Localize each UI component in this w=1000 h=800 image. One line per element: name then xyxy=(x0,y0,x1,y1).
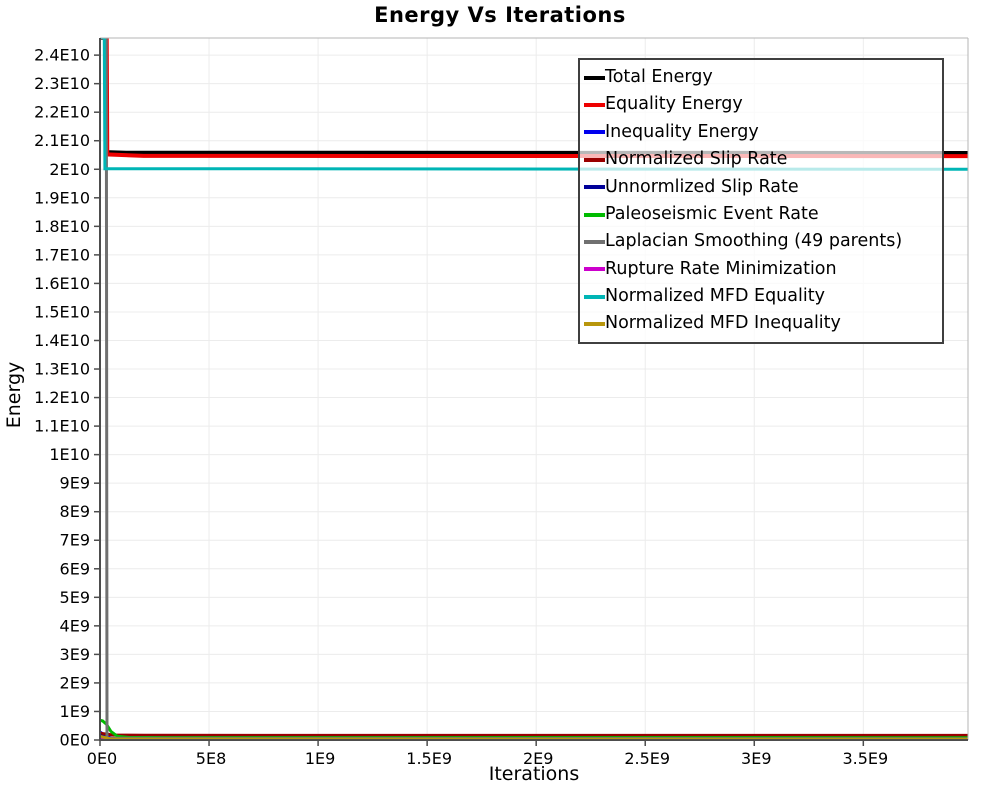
legend-item: Unnormlized Slip Rate xyxy=(584,174,942,201)
y-axis-title: Energy xyxy=(3,361,25,429)
y-tick-label: 0E0 xyxy=(60,731,90,750)
legend-label: Rupture Rate Minimization xyxy=(605,258,837,279)
y-tick-label: 3E9 xyxy=(60,645,90,664)
y-tick-label: 1.2E10 xyxy=(34,388,90,407)
y-tick-label: 2.4E10 xyxy=(34,46,90,65)
chart-title: Energy Vs Iterations xyxy=(374,3,626,27)
legend: Total Energy Equality Energy Inequality En… xyxy=(578,58,944,344)
y-tick-label: 1.7E10 xyxy=(34,245,90,264)
legend-swatch xyxy=(584,267,605,272)
series-line xyxy=(100,38,968,171)
legend-label: Inequality Energy xyxy=(605,121,759,142)
legend-swatch xyxy=(584,103,605,108)
y-tick-label: 9E9 xyxy=(60,474,90,493)
x-tick-label: 1.5E9 xyxy=(406,749,452,768)
legend-swatch xyxy=(584,157,605,162)
legend-item: Rupture Rate Minimization xyxy=(584,256,942,283)
y-tick-label: 1.1E10 xyxy=(34,417,90,436)
x-tick-label: 2E9 xyxy=(523,749,553,768)
y-tick-label: 4E9 xyxy=(60,616,90,635)
legend-label: Total Energy xyxy=(605,66,713,87)
x-tick-label: 5E8 xyxy=(196,749,226,768)
legend-swatch xyxy=(584,185,605,190)
legend-label: Normalized MFD Equality xyxy=(605,286,825,307)
y-tick-label: 1.9E10 xyxy=(34,188,90,207)
legend-item: Paleoseismic Event Rate xyxy=(584,201,942,228)
y-tick-label: 2.1E10 xyxy=(34,131,90,150)
y-tick-label: 1.4E10 xyxy=(34,331,90,350)
y-tick-label: 2.3E10 xyxy=(34,74,90,93)
x-tick-label: 0E0 xyxy=(87,749,117,768)
y-tick-label: 1.5E10 xyxy=(34,302,90,321)
y-tick-label: 2E10 xyxy=(49,160,90,179)
y-tick-label: 8E9 xyxy=(60,502,90,521)
legend-swatch xyxy=(584,294,605,299)
legend-item: Inequality Energy xyxy=(584,119,942,146)
legend-item: Normalized Slip Rate xyxy=(584,146,942,173)
legend-item: Equality Energy xyxy=(584,91,942,118)
y-tick-label: 2.2E10 xyxy=(34,103,90,122)
x-tick-label: 3.5E9 xyxy=(842,749,888,768)
legend-label: Equality Energy xyxy=(605,94,743,115)
legend-item: Laplacian Smoothing (49 parents) xyxy=(584,228,942,255)
legend-item: Normalized MFD Equality xyxy=(584,283,942,310)
legend-label: Normalized MFD Inequality xyxy=(605,313,841,334)
legend-swatch xyxy=(584,75,605,80)
legend-item: Total Energy xyxy=(584,64,942,91)
legend-label: Unnormlized Slip Rate xyxy=(605,176,799,197)
legend-swatch xyxy=(584,240,605,245)
legend-swatch xyxy=(584,130,605,135)
legend-label: Paleoseismic Event Rate xyxy=(605,203,819,224)
legend-label: Normalized Slip Rate xyxy=(605,149,788,170)
y-tick-label: 7E9 xyxy=(60,531,90,550)
legend-item: Normalized MFD Inequality xyxy=(584,311,942,338)
y-tick-label: 6E9 xyxy=(60,559,90,578)
y-tick-label: 1.8E10 xyxy=(34,217,90,236)
y-tick-label: 1.6E10 xyxy=(34,274,90,293)
y-tick-label: 5E9 xyxy=(60,588,90,607)
x-tick-label: 1E9 xyxy=(305,749,335,768)
x-axis-title: Iterations xyxy=(488,763,580,785)
x-tick-label: 2.5E9 xyxy=(624,749,670,768)
y-tick-label: 1E10 xyxy=(49,445,90,464)
series-line xyxy=(100,731,968,737)
legend-swatch xyxy=(584,212,605,217)
y-tick-label: 1.3E10 xyxy=(34,360,90,379)
legend-swatch xyxy=(584,322,605,327)
y-tick-label: 2E9 xyxy=(60,673,90,692)
legend-label: Laplacian Smoothing (49 parents) xyxy=(605,231,903,252)
x-tick-label: 3E9 xyxy=(741,749,771,768)
y-tick-label: 1E9 xyxy=(60,702,90,721)
